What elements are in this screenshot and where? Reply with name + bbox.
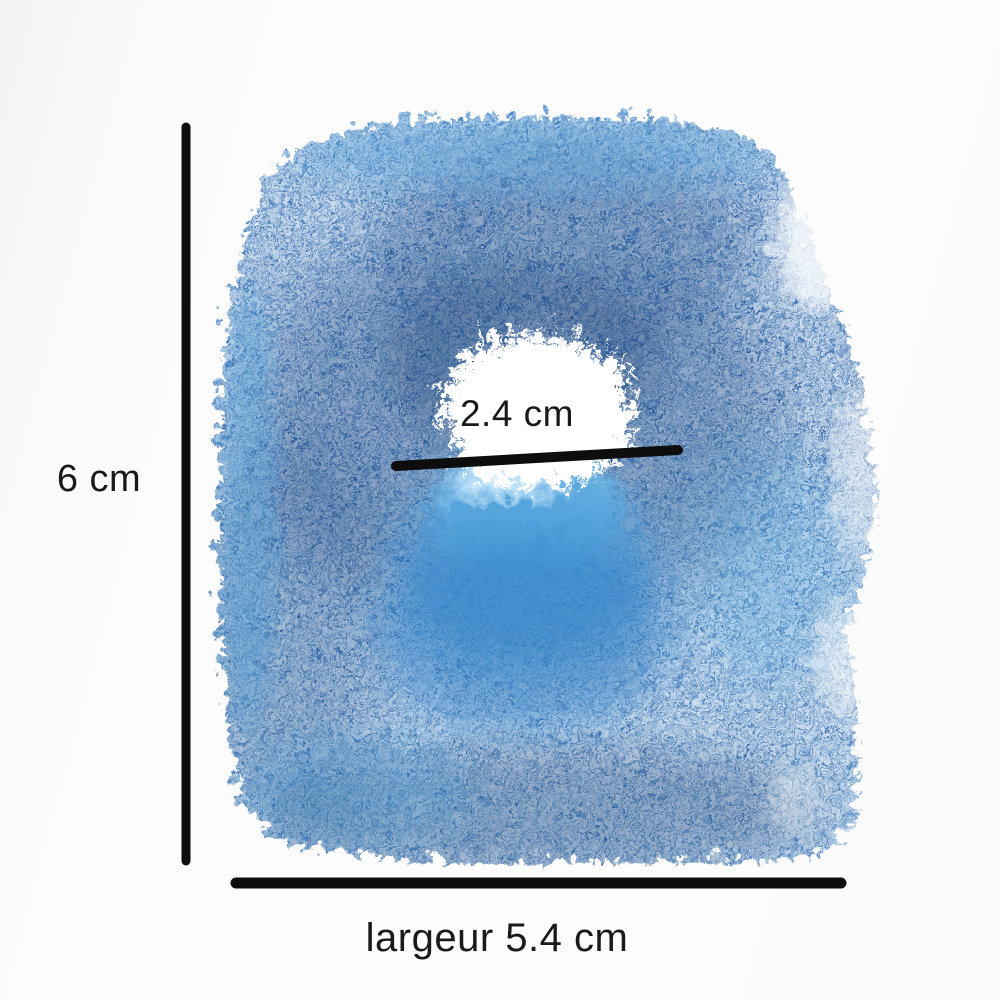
height-label: 6 cm — [56, 458, 142, 500]
pore-gap-right — [828, 385, 869, 555]
hole-diameter-line — [391, 445, 683, 471]
width-label: largeur 5.4 cm — [365, 916, 629, 960]
pore-gap-lower-right — [810, 597, 866, 713]
hole-inner-deep — [368, 535, 668, 725]
sheen-top-edge — [285, 110, 775, 190]
sheen-left-edge — [213, 275, 273, 725]
hole-diameter-label: 2.4 cm — [459, 393, 575, 434]
sponge-hole — [431, 318, 619, 474]
pore-gap-bottom-right — [760, 760, 820, 830]
sheen-right — [677, 440, 847, 680]
sheen-bottom-left — [235, 730, 475, 840]
sponge — [212, 110, 869, 858]
pore-gap-top-right — [770, 165, 854, 305]
